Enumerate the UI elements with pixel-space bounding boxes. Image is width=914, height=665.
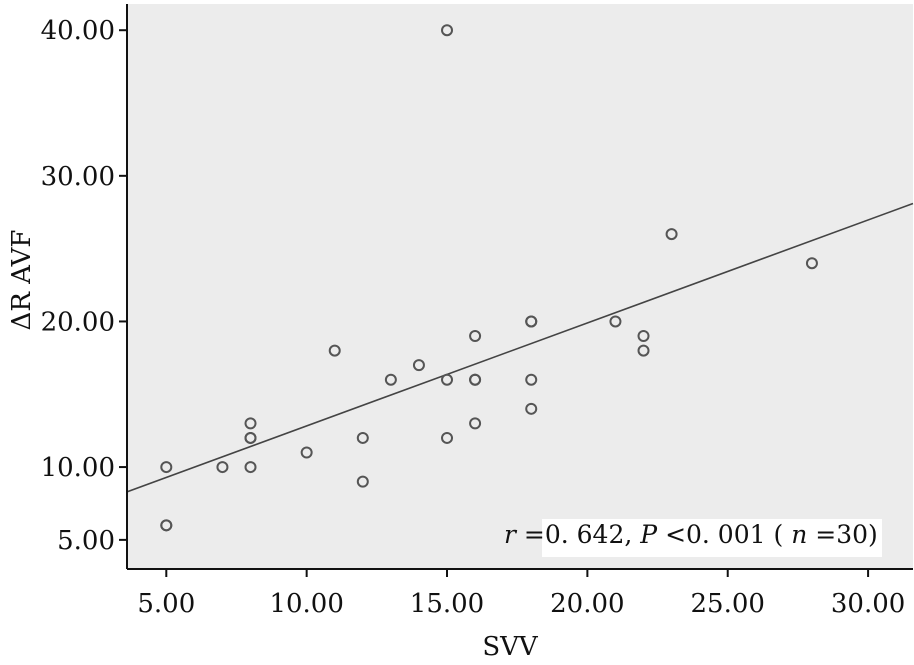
y-tick-label: 10.00 — [41, 453, 115, 483]
y-tick-label: 20.00 — [41, 307, 115, 337]
annot-r-symbol: r — [504, 520, 518, 549]
y-tick-label: 30.00 — [41, 162, 115, 192]
annotation-box — [542, 519, 882, 557]
data-point — [244, 417, 257, 430]
data-point — [441, 373, 454, 386]
data-point — [469, 330, 482, 343]
data-point — [412, 359, 425, 372]
data-point — [300, 446, 313, 459]
points-layer — [160, 24, 818, 532]
x-tick-label: 30.00 — [831, 589, 905, 619]
x-tick-label: 10.00 — [269, 589, 343, 619]
stats-annotation: r =0. 642, P <0. 001 ( n =30) — [504, 520, 878, 549]
data-point — [805, 257, 818, 270]
x-tick-label: 20.00 — [550, 589, 624, 619]
x-ticks: 5.00 10.00 15.00 20.00 25.00 30.00 — [137, 569, 905, 619]
annot-r-value: =0. 642, — [524, 520, 632, 549]
data-point — [441, 24, 454, 37]
data-point — [469, 373, 482, 386]
plot-area — [127, 4, 913, 569]
annot-n-value: =30) — [815, 520, 878, 549]
y-tick-label: 5.00 — [57, 526, 115, 556]
x-tick-label: 5.00 — [137, 589, 195, 619]
data-point — [384, 373, 397, 386]
x-tick-label: 15.00 — [410, 589, 484, 619]
fit-line-layer — [126, 202, 914, 493]
annot-p-value: <0. 001 ( — [665, 520, 783, 549]
data-point — [525, 315, 538, 328]
data-point — [216, 461, 229, 474]
data-point — [244, 431, 257, 444]
data-point — [525, 373, 538, 386]
data-point — [469, 417, 482, 430]
annot-n-symbol: n — [791, 520, 807, 549]
annot-p-symbol: P — [639, 520, 658, 549]
x-axis-title: SVV — [482, 632, 539, 662]
data-point — [160, 519, 173, 532]
data-point — [609, 315, 622, 328]
data-point — [525, 402, 538, 415]
data-point — [328, 344, 341, 357]
x-tick-label: 25.00 — [691, 589, 765, 619]
data-point — [160, 461, 173, 474]
data-point — [244, 461, 257, 474]
data-point — [637, 330, 650, 343]
y-ticks: 5.00 10.00 20.00 30.00 40.00 — [41, 16, 127, 556]
data-point — [665, 228, 678, 241]
data-point — [441, 431, 454, 444]
y-axis-title: ΔR AVF — [7, 230, 37, 331]
regression-line — [126, 202, 914, 493]
y-tick-label: 40.00 — [41, 16, 115, 46]
data-point — [356, 475, 369, 488]
data-point — [356, 431, 369, 444]
data-point — [637, 344, 650, 357]
